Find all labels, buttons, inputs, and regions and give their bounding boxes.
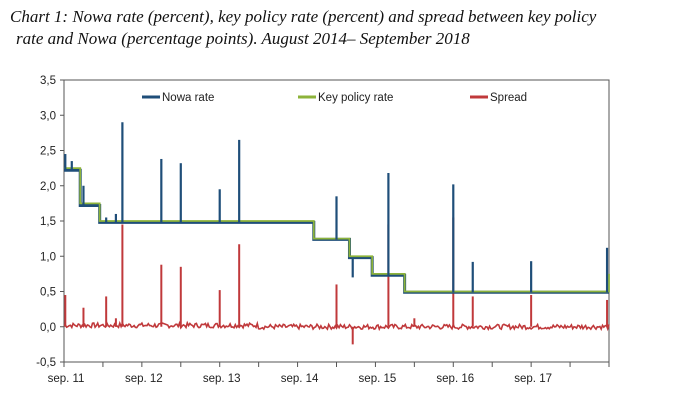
y-tick-label: 1,5 [40,216,56,228]
y-tick-label: 1,0 [40,251,56,263]
legend-label: Spread [490,92,527,104]
chart-title-line-1: Chart 1: Nowa rate (percent), key policy… [10,7,597,26]
y-tick-label: 0,5 [40,287,56,299]
x-tick-label: sep. 11 [48,373,85,385]
y-tick-label: 3,5 [40,75,56,87]
x-tick-label: sep. 12 [125,373,163,385]
spread-line [63,320,610,332]
y-tick-label: 2,0 [40,181,56,193]
legend-label: Key policy rate [318,92,393,104]
x-tick-label: sep. 15 [359,373,397,385]
y-tick-label: -0,5 [36,357,56,369]
key-policy-rate-line [64,167,610,293]
y-tick-label: 3,0 [40,110,56,122]
x-tick-label: sep. 14 [281,373,319,385]
x-tick-label: sep. 13 [203,373,241,385]
chart-title: Chart 1: Nowa rate (percent), key policy… [10,6,680,50]
x-tick-label: sep. 17 [514,373,552,385]
x-tick-label: sep. 16 [436,373,474,385]
y-tick-label: 2,5 [40,146,56,158]
y-tick-label: 0,0 [40,322,56,334]
chart-title-line-2: rate and Nowa (percentage points). Augus… [16,29,470,48]
legend-label: Nowa rate [162,92,214,104]
